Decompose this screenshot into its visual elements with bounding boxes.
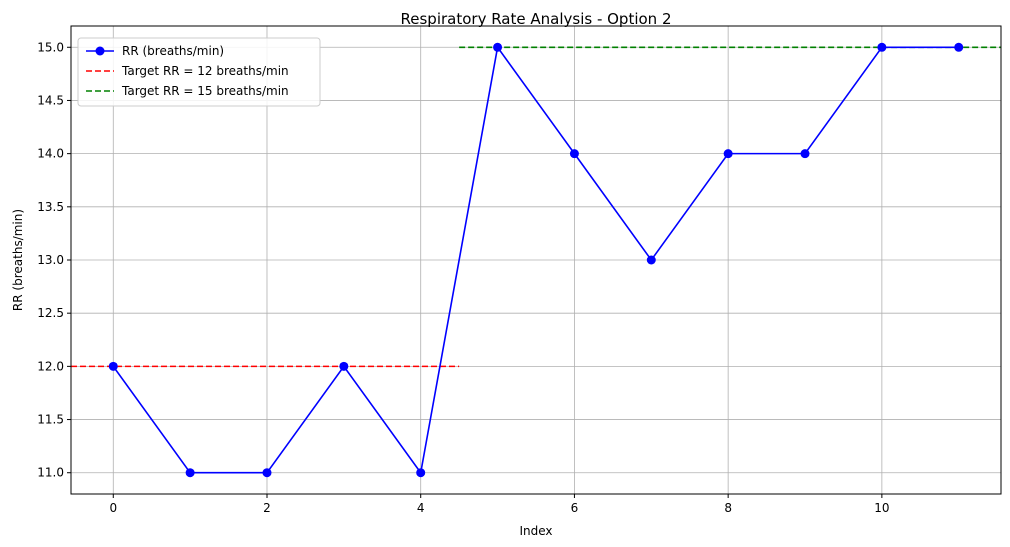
data-point: [262, 468, 272, 478]
y-tick-label: 13.5: [37, 200, 64, 214]
data-point: [108, 361, 118, 371]
data-point: [185, 468, 195, 478]
data-point: [723, 149, 733, 159]
y-tick-label: 12.5: [37, 306, 64, 320]
legend-label: Target RR = 15 breaths/min: [121, 84, 289, 98]
data-point: [954, 42, 964, 52]
x-tick-label: 8: [724, 501, 732, 515]
x-tick-label: 6: [571, 501, 579, 515]
data-point: [416, 468, 426, 478]
data-point: [646, 255, 656, 265]
series: [108, 42, 964, 478]
y-axis-ticks: 11.0 11.5 12.0 12.5 13.0 13.5 14.0 14.5 15.0: [37, 40, 71, 480]
data-point: [569, 149, 579, 159]
legend-label: RR (breaths/min): [122, 44, 224, 58]
x-axis-label: Index: [519, 524, 552, 538]
data-point: [493, 42, 503, 52]
legend-box: [77, 37, 321, 107]
x-tick-label: 4: [417, 501, 425, 515]
x-tick-label: 2: [263, 501, 271, 515]
y-tick-label: 15.0: [37, 40, 64, 54]
legend-marker: [95, 46, 105, 56]
y-tick-label: 11.0: [37, 466, 64, 480]
x-tick-label: 10: [874, 501, 889, 515]
y-tick-label: 14.0: [37, 147, 64, 161]
legend-label: Target RR = 12 breaths/min: [121, 64, 289, 78]
y-tick-label: 12.0: [37, 359, 64, 373]
series-line: [112, 45, 959, 475]
legend: RR (breaths/min) Target RR = 12 breaths/m…: [77, 37, 321, 107]
chart-title: Respiratory Rate Analysis - Option 2: [401, 10, 672, 28]
data-point: [800, 149, 810, 159]
x-axis-ticks: 0 2 4 6 8 10: [109, 494, 890, 515]
x-tick-label: 0: [109, 501, 117, 515]
data-point: [877, 42, 887, 52]
y-tick-label: 13.0: [37, 253, 64, 267]
y-tick-label: 11.5: [37, 413, 64, 427]
y-axis-label: RR (breaths/min): [11, 209, 25, 311]
data-point: [339, 361, 349, 371]
y-tick-label: 14.5: [37, 93, 64, 107]
